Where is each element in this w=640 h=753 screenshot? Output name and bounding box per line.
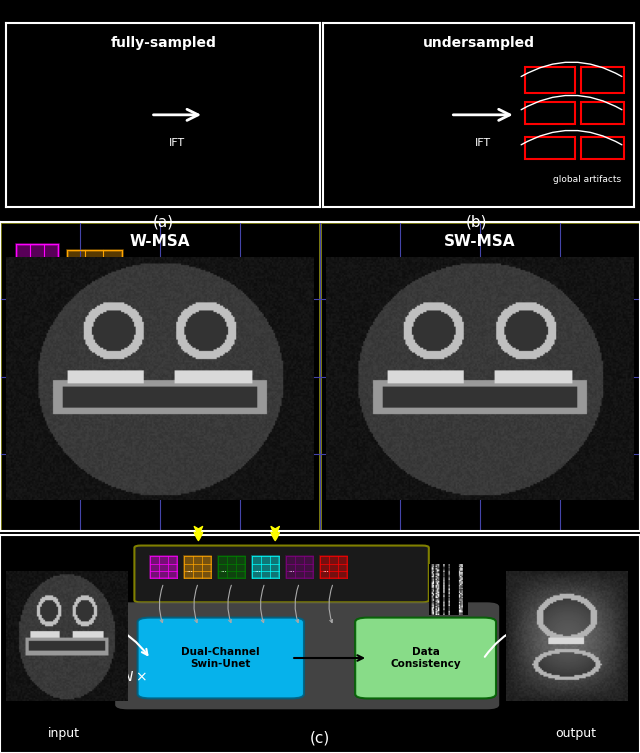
Text: global artifacts: global artifacts — [553, 175, 621, 184]
Bar — [13, 262, 166, 423]
Text: (a): (a) — [152, 215, 174, 230]
Text: Dual-Channel
Swin-Unet: Dual-Channel Swin-Unet — [182, 648, 260, 669]
Text: (c): (c) — [310, 730, 330, 745]
Text: fully-sampled: fully-sampled — [110, 35, 216, 50]
Text: IFT: IFT — [169, 138, 186, 148]
Bar — [493, 398, 541, 447]
Bar — [320, 556, 347, 578]
Bar — [525, 137, 575, 159]
Bar — [581, 102, 624, 124]
Text: W-MSA: W-MSA — [130, 234, 190, 249]
FancyBboxPatch shape — [134, 545, 429, 602]
Bar — [16, 244, 58, 293]
Text: ...: ... — [186, 566, 193, 572]
Text: input: input — [48, 727, 80, 740]
Text: ...: ... — [288, 566, 295, 572]
Text: ...: ... — [220, 566, 227, 572]
FancyBboxPatch shape — [115, 602, 499, 709]
Bar — [525, 102, 575, 124]
Bar — [184, 556, 211, 578]
Bar — [390, 318, 442, 370]
Bar — [218, 556, 245, 578]
Bar — [67, 250, 122, 306]
Text: ...: ... — [322, 566, 329, 572]
Bar — [355, 265, 403, 315]
Bar — [320, 222, 640, 531]
Text: SW-MSA: SW-MSA — [444, 234, 516, 249]
Text: ...: ... — [254, 566, 261, 572]
FancyBboxPatch shape — [355, 617, 496, 699]
Bar — [286, 556, 313, 578]
Text: (b): (b) — [466, 215, 488, 230]
Text: output: output — [556, 727, 596, 740]
Bar — [83, 315, 138, 370]
Bar — [581, 137, 624, 159]
Bar — [150, 556, 177, 578]
Bar — [570, 600, 611, 637]
Bar — [525, 67, 575, 93]
FancyBboxPatch shape — [138, 617, 304, 699]
Bar — [352, 284, 544, 453]
Text: Data
Consistency: Data Consistency — [390, 648, 461, 669]
Text: undersampled: undersampled — [422, 35, 534, 50]
Text: $N\times$: $N\times$ — [122, 669, 147, 684]
Bar — [22, 600, 64, 637]
Text: IFT: IFT — [475, 138, 491, 148]
Bar — [467, 324, 515, 376]
Bar — [252, 556, 279, 578]
Bar — [0, 222, 320, 531]
Bar — [581, 67, 624, 93]
Bar — [99, 367, 150, 416]
